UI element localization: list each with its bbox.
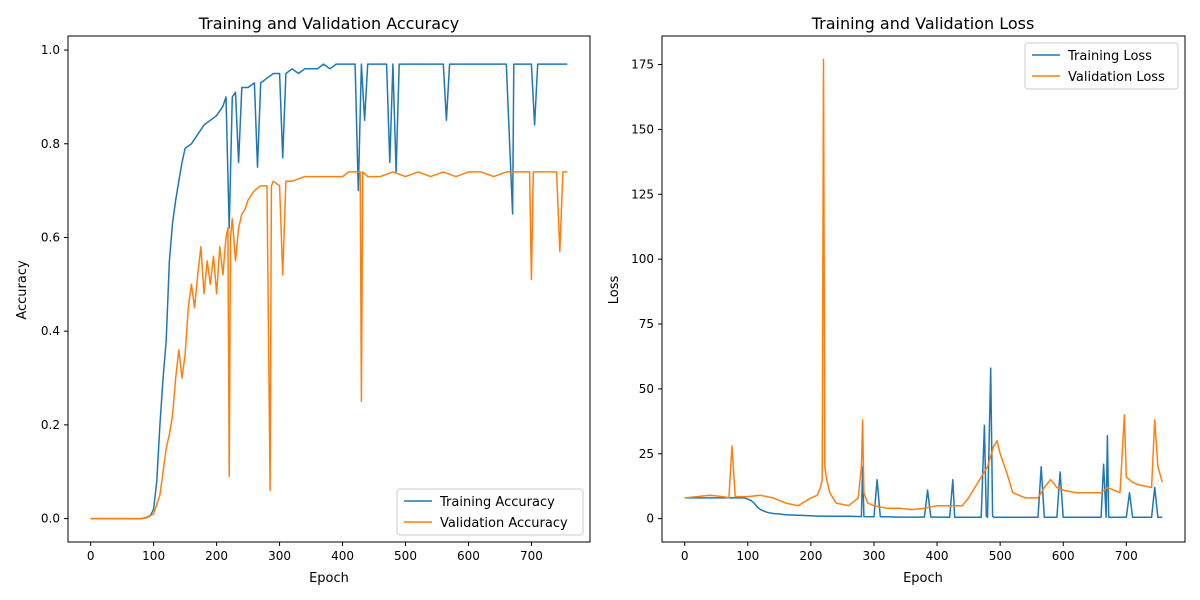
series-group — [684, 58, 1164, 519]
y-tick-label: 175 — [631, 58, 654, 72]
series-line-1 — [90, 171, 568, 520]
series-line-0 — [684, 367, 1163, 519]
x-tick-label: 300 — [863, 549, 886, 563]
legend-label: Validation Loss — [1068, 70, 1165, 85]
plot-frame — [67, 35, 591, 543]
legend: Training Loss Validation Loss — [1024, 42, 1179, 90]
y-axis-label: Accuracy — [15, 260, 30, 320]
chart-title: Training and Validation Accuracy — [198, 14, 460, 33]
y-tick-label: 1.0 — [41, 43, 60, 57]
y-tick-label: 25 — [639, 447, 654, 461]
plot-frame — [661, 35, 1186, 543]
x-tick-label: 500 — [394, 549, 417, 563]
x-tick-label: 0 — [681, 549, 689, 563]
y-tick-label: 0.4 — [41, 324, 60, 338]
legend: Training Accuracy Validation Accuracy — [396, 488, 584, 536]
x-tick-label: 200 — [799, 549, 822, 563]
tick-group: 0 100 200 300 400 500 600 700 0.0 0.2 0.4 0.6 0.8 1.0 — [41, 43, 543, 563]
legend-box — [396, 488, 584, 536]
y-tick-label: 0.6 — [41, 230, 60, 244]
x-axis-label: Epoch — [309, 571, 349, 586]
chart-title: Training and Validation Loss — [811, 14, 1035, 33]
tick-group: 0 100 200 300 400 500 600 700 0 25 50 75 100 125 150 17… — [631, 58, 1138, 563]
legend-label: Training Loss — [1067, 49, 1152, 64]
legend-label: Training Accuracy — [439, 495, 555, 510]
x-tick-label: 700 — [1115, 549, 1138, 563]
legend-label: Validation Accuracy — [440, 516, 568, 531]
accuracy-chart: Training and Validation Accuracy Epoch A… — [15, 14, 591, 586]
series-line-1 — [684, 58, 1164, 511]
y-tick-label: 150 — [631, 122, 654, 136]
y-tick-label: 0.2 — [41, 418, 60, 432]
y-tick-label: 100 — [631, 252, 654, 266]
y-tick-label: 75 — [639, 317, 654, 331]
x-tick-label: 600 — [457, 549, 480, 563]
series-line-0 — [90, 63, 568, 520]
x-tick-label: 300 — [268, 549, 291, 563]
x-tick-label: 400 — [331, 549, 354, 563]
y-tick-label: 50 — [639, 382, 654, 396]
y-tick-label: 125 — [631, 187, 654, 201]
x-tick-label: 0 — [87, 549, 95, 563]
x-tick-label: 600 — [1052, 549, 1075, 563]
y-tick-label: 0.8 — [41, 137, 60, 151]
x-tick-label: 700 — [520, 549, 543, 563]
x-tick-label: 100 — [736, 549, 759, 563]
y-tick-label: 0.0 — [41, 512, 60, 526]
x-tick-label: 400 — [926, 549, 949, 563]
x-tick-label: 100 — [142, 549, 165, 563]
legend-box — [1024, 42, 1179, 90]
y-axis-label: Loss — [607, 276, 622, 305]
y-tick-label: 0 — [646, 512, 654, 526]
series-group — [90, 63, 568, 520]
x-tick-label: 500 — [989, 549, 1012, 563]
loss-chart: Training and Validation Loss Epoch Loss … — [607, 14, 1186, 586]
x-tick-label: 200 — [205, 549, 228, 563]
x-axis-label: Epoch — [903, 571, 943, 586]
